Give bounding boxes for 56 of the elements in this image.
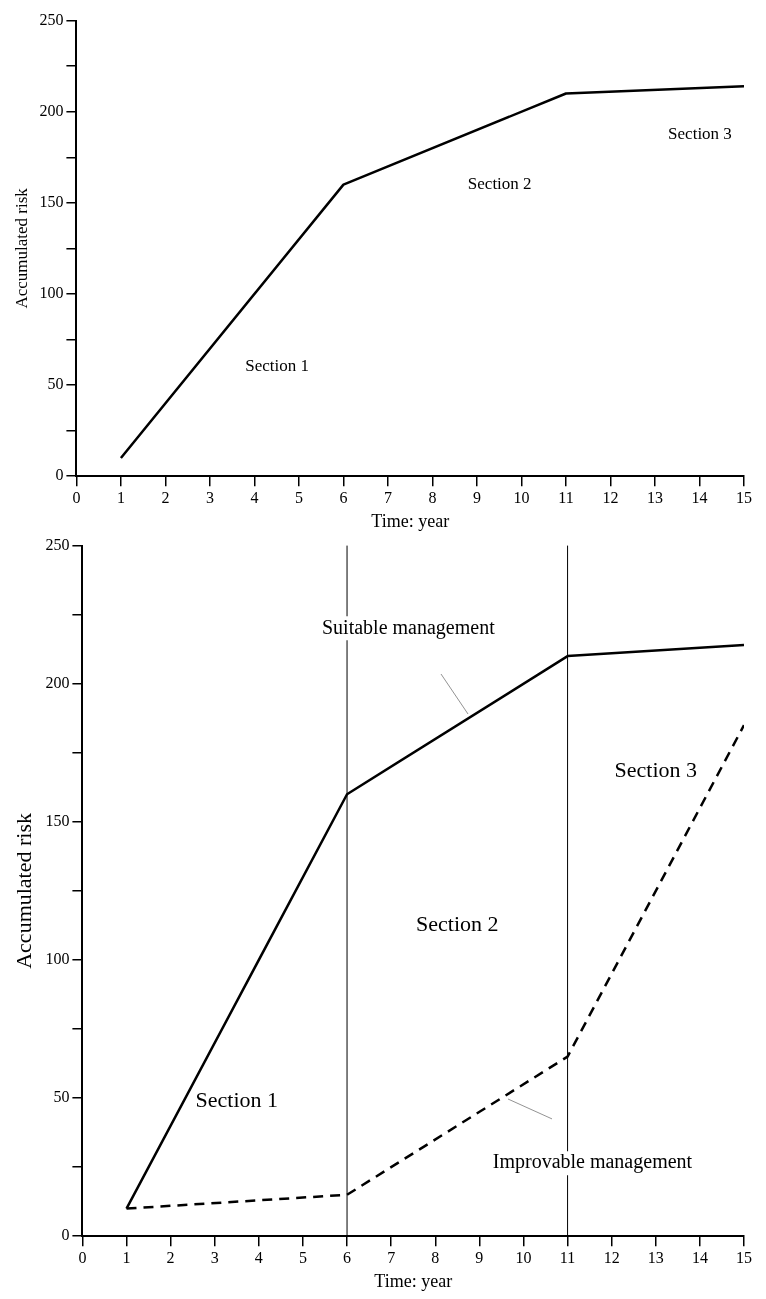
x-tick-label: 1 <box>116 489 125 506</box>
y-tick-label: 250 <box>39 10 64 28</box>
x-tick-label: 9 <box>472 489 481 506</box>
y-tick-label: 250 <box>45 535 70 553</box>
x-tick-label: 6 <box>339 489 348 506</box>
x-tick-label: 2 <box>161 489 170 506</box>
x-axis-title: Time: year <box>374 1270 453 1291</box>
x-tick-label: 10 <box>515 1249 532 1266</box>
x-tick-label: 13 <box>646 489 663 506</box>
y-tick-label: 100 <box>45 950 70 968</box>
y-axis-title: Accumulated risk <box>11 187 31 309</box>
series-label: Improvable management <box>492 1150 693 1174</box>
x-tick-label: 8 <box>428 489 437 506</box>
y-tick-label: 50 <box>53 1088 70 1106</box>
text: Suitable management <box>321 615 496 639</box>
x-tick-label: 1 <box>122 1249 131 1266</box>
x-tick-label: 5 <box>298 1249 307 1266</box>
y-tick-label: 200 <box>45 673 70 691</box>
y-tick-label: 50 <box>47 375 64 393</box>
x-tick-label: 7 <box>387 1249 396 1266</box>
x-tick-label: 4 <box>250 489 259 506</box>
x-tick-label: 9 <box>475 1249 484 1266</box>
x-tick-label: 11 <box>558 489 574 506</box>
x-tick-label: 14 <box>691 1249 708 1266</box>
x-tick-label: 14 <box>691 489 708 506</box>
x-tick-label: 12 <box>603 1249 620 1266</box>
y-tick-label: 0 <box>55 466 64 484</box>
x-tick-label: 6 <box>343 1249 352 1266</box>
y-tick-label: 150 <box>45 812 70 830</box>
annotation: Section 1 <box>245 355 310 375</box>
x-tick-label: 5 <box>294 489 303 506</box>
y-axis-title: Accumulated risk <box>10 813 36 969</box>
x-tick-label: 4 <box>254 1249 263 1266</box>
x-tick-label: 15 <box>736 489 752 506</box>
x-tick-label: 15 <box>736 1249 752 1266</box>
x-tick-label: 3 <box>205 489 214 506</box>
x-tick-label: 0 <box>72 489 81 506</box>
x-tick-label: 12 <box>602 489 619 506</box>
annotation: Section 2 <box>467 173 532 193</box>
x-tick-label: 10 <box>513 489 530 506</box>
y-tick-label: 150 <box>39 193 64 211</box>
x-tick-label: 7 <box>383 489 392 506</box>
annotation: Section 2 <box>416 911 499 937</box>
y-tick-label: 0 <box>61 1226 70 1244</box>
y-tick-label: 100 <box>39 284 64 302</box>
x-tick-label: 13 <box>647 1249 664 1266</box>
x-tick-label: 3 <box>210 1249 219 1266</box>
annotation: Section 3 <box>614 756 698 782</box>
x-tick-label: 0 <box>78 1249 87 1266</box>
x-tick-label: 8 <box>431 1249 440 1266</box>
x-tick-label: 2 <box>166 1249 175 1266</box>
y-tick-label: 200 <box>39 101 64 119</box>
annotation: Section 1 <box>195 1087 279 1113</box>
annotation: Section 3 <box>668 124 732 144</box>
x-axis-title: Time: year <box>371 510 450 531</box>
x-tick-label: 11 <box>559 1249 576 1266</box>
